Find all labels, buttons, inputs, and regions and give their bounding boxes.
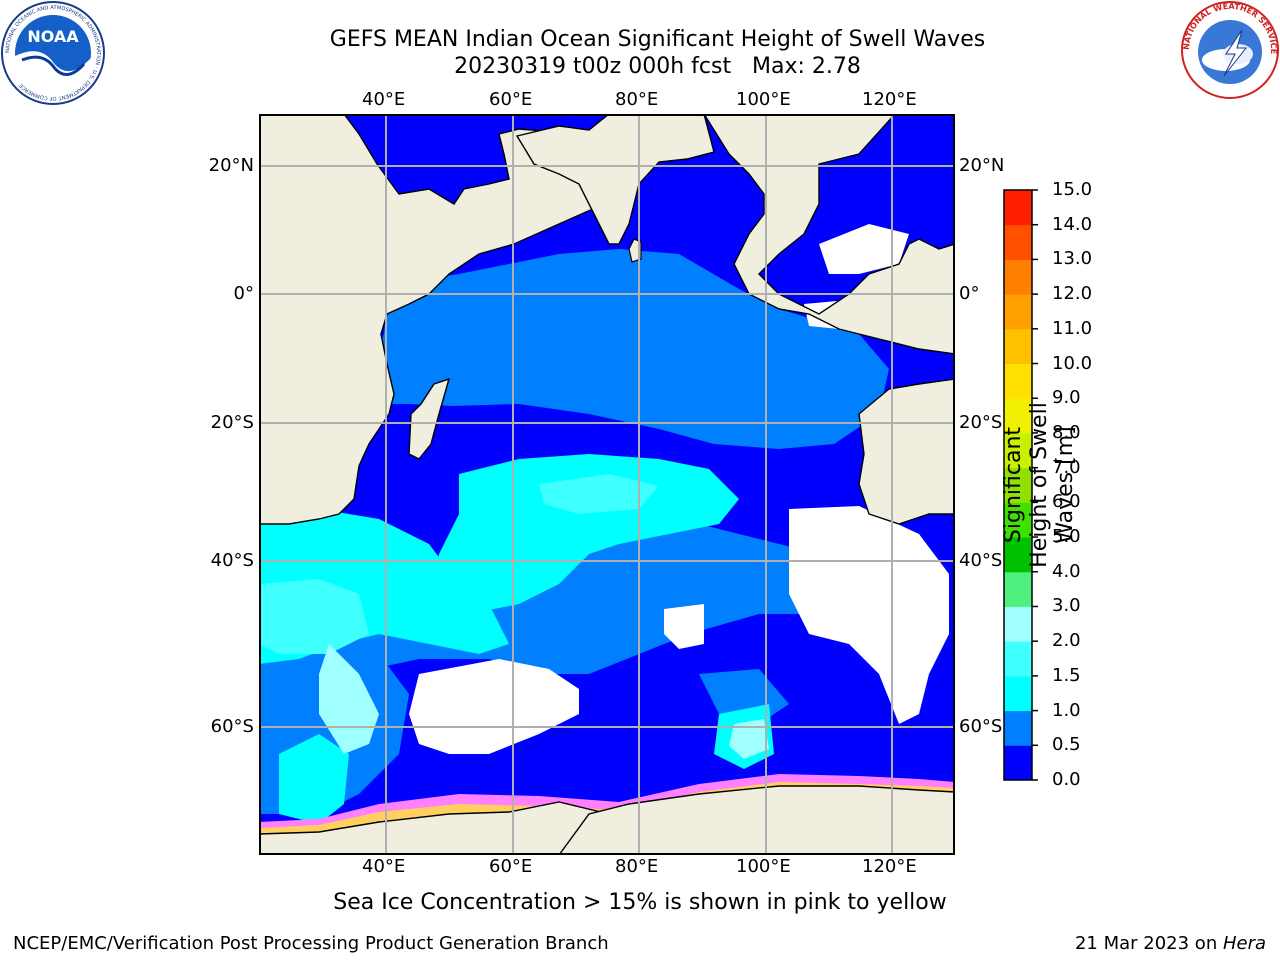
lon-label-bottom-40e: 40°E <box>362 856 406 877</box>
land-madagascar <box>408 377 451 460</box>
map-subtitle: 20230319 t00z 000h fcst Max: 2.78 <box>454 54 861 79</box>
land-africa-arabia <box>259 114 640 525</box>
colorbar-tick-label: 4.0 <box>1052 560 1081 582</box>
footer-machine: Hera <box>1222 933 1266 954</box>
masked-region <box>409 659 579 754</box>
colorbar-segment <box>1004 432 1032 469</box>
colorbar-tick-label: 12.0 <box>1052 283 1093 305</box>
swell-band-2.0-3.0 <box>729 719 769 759</box>
lon-label-top-120e: 120°E <box>862 89 917 110</box>
footer-date: 21 Mar 2023 on Hera <box>1075 933 1266 954</box>
colorbar-tick-label: 0.5 <box>1052 734 1081 756</box>
colorbar-segment <box>1004 606 1032 642</box>
sea-ice-caption: Sea Ice Concentration > 15% is shown in … <box>333 890 947 915</box>
lon-label-top-60e: 60°E <box>489 89 533 110</box>
colorbar-frame <box>1003 189 1033 781</box>
lat-label-right-0: 0° <box>959 283 980 304</box>
colorbar-segment <box>1004 537 1032 573</box>
footer-date-text: 21 Mar 2023 on <box>1074 933 1223 954</box>
colorbar-tick-label: 11.0 <box>1052 317 1093 339</box>
lat-label-left-0: 0° <box>233 283 254 304</box>
colorbar-segment <box>1004 571 1032 607</box>
colorbar-tick-label: 0.0 <box>1052 769 1081 790</box>
colorbar-tick-label: 8.0 <box>1052 421 1081 443</box>
lon-label-bottom-60e: 60°E <box>489 856 533 877</box>
colorbar-segment <box>1004 745 1032 781</box>
lat-label-left-20s: 20°S <box>210 412 254 433</box>
map-frame <box>259 114 955 855</box>
lat-label-left-40s: 40°S <box>210 550 254 571</box>
swell-band-1.5-2.0 <box>539 474 659 514</box>
lon-label-top-80e: 80°E <box>615 89 659 110</box>
lat-label-right-20s: 20°S <box>959 412 1003 433</box>
nws-logo: NATIONAL WEATHER SERVICE <box>1181 1 1279 99</box>
colorbar-tick-label: 9.0 <box>1052 387 1081 409</box>
colorbar <box>1003 189 1038 781</box>
swell-band-1.0-1.5 <box>279 734 349 824</box>
lon-label-top-100e: 100°E <box>736 89 791 110</box>
colorbar-segment <box>1004 224 1032 260</box>
colorbar-segment <box>1004 294 1032 330</box>
lon-label-top-40e: 40°E <box>362 89 406 110</box>
colorbar-tick-label: 2.0 <box>1052 630 1081 652</box>
gridlines <box>259 114 955 855</box>
masked-region <box>664 604 704 649</box>
lat-label-right-20n: 20°N <box>959 155 1005 176</box>
colorbar-segment <box>1004 675 1032 712</box>
colorbar-segment <box>1004 190 1032 226</box>
colorbar-segment <box>1004 467 1032 503</box>
map-title: GEFS MEAN Indian Ocean Significant Heigh… <box>329 27 986 52</box>
colorbar-segment <box>1004 363 1032 399</box>
masked-region <box>819 224 909 274</box>
swell-band-0.5-1.0 <box>355 249 889 449</box>
colorbar-tick-label: 1.5 <box>1052 664 1081 686</box>
lat-label-left-60s: 60°S <box>210 716 254 737</box>
colorbar-tick-label: 6.0 <box>1052 491 1081 513</box>
noaa-logo: NOAA NATIONAL OCEANIC AND ATMOSPHERIC AD… <box>1 1 105 105</box>
colorbar-tick-label: 5.0 <box>1052 526 1081 548</box>
colorbar-tick-label: 10.0 <box>1052 352 1093 374</box>
lat-label-right-60s: 60°S <box>959 716 1003 737</box>
lat-label-left-20n: 20°N <box>208 155 254 176</box>
colorbar-tick-label: 3.0 <box>1052 595 1081 617</box>
lat-label-right-40s: 40°S <box>959 550 1003 571</box>
land-antarctica <box>558 785 955 855</box>
colorbar-segment <box>1004 710 1032 746</box>
footer-credit: NCEP/EMC/Verification Post Processing Pr… <box>13 933 609 954</box>
lon-label-bottom-100e: 100°E <box>736 856 791 877</box>
colorbar-segment <box>1004 259 1032 295</box>
colorbar-segment <box>1004 641 1032 677</box>
swell-band-1.5-2.0 <box>259 579 369 654</box>
swell-band-1.0-1.5 <box>634 484 729 524</box>
lon-label-bottom-120e: 120°E <box>862 856 917 877</box>
colorbar-segment <box>1004 328 1032 365</box>
lon-label-bottom-80e: 80°E <box>615 856 659 877</box>
land-antarctica <box>259 801 611 855</box>
swell-band-0.5-1.0 <box>259 514 859 724</box>
colorbar-segment <box>1004 398 1032 434</box>
colorbar-segment <box>1004 502 1032 538</box>
colorbar-tick-label: 13.0 <box>1052 248 1093 270</box>
colorbar-tick-label: 14.0 <box>1052 213 1093 235</box>
swell-height-map <box>259 114 955 855</box>
colorbar-tick-label: 7.0 <box>1052 456 1081 478</box>
noaa-logo-text: NOAA <box>27 27 79 46</box>
colorbar-tick-label: 15.0 <box>1052 179 1093 200</box>
land-australia <box>858 378 955 525</box>
colorbar-tick-label: 1.0 <box>1052 699 1081 721</box>
